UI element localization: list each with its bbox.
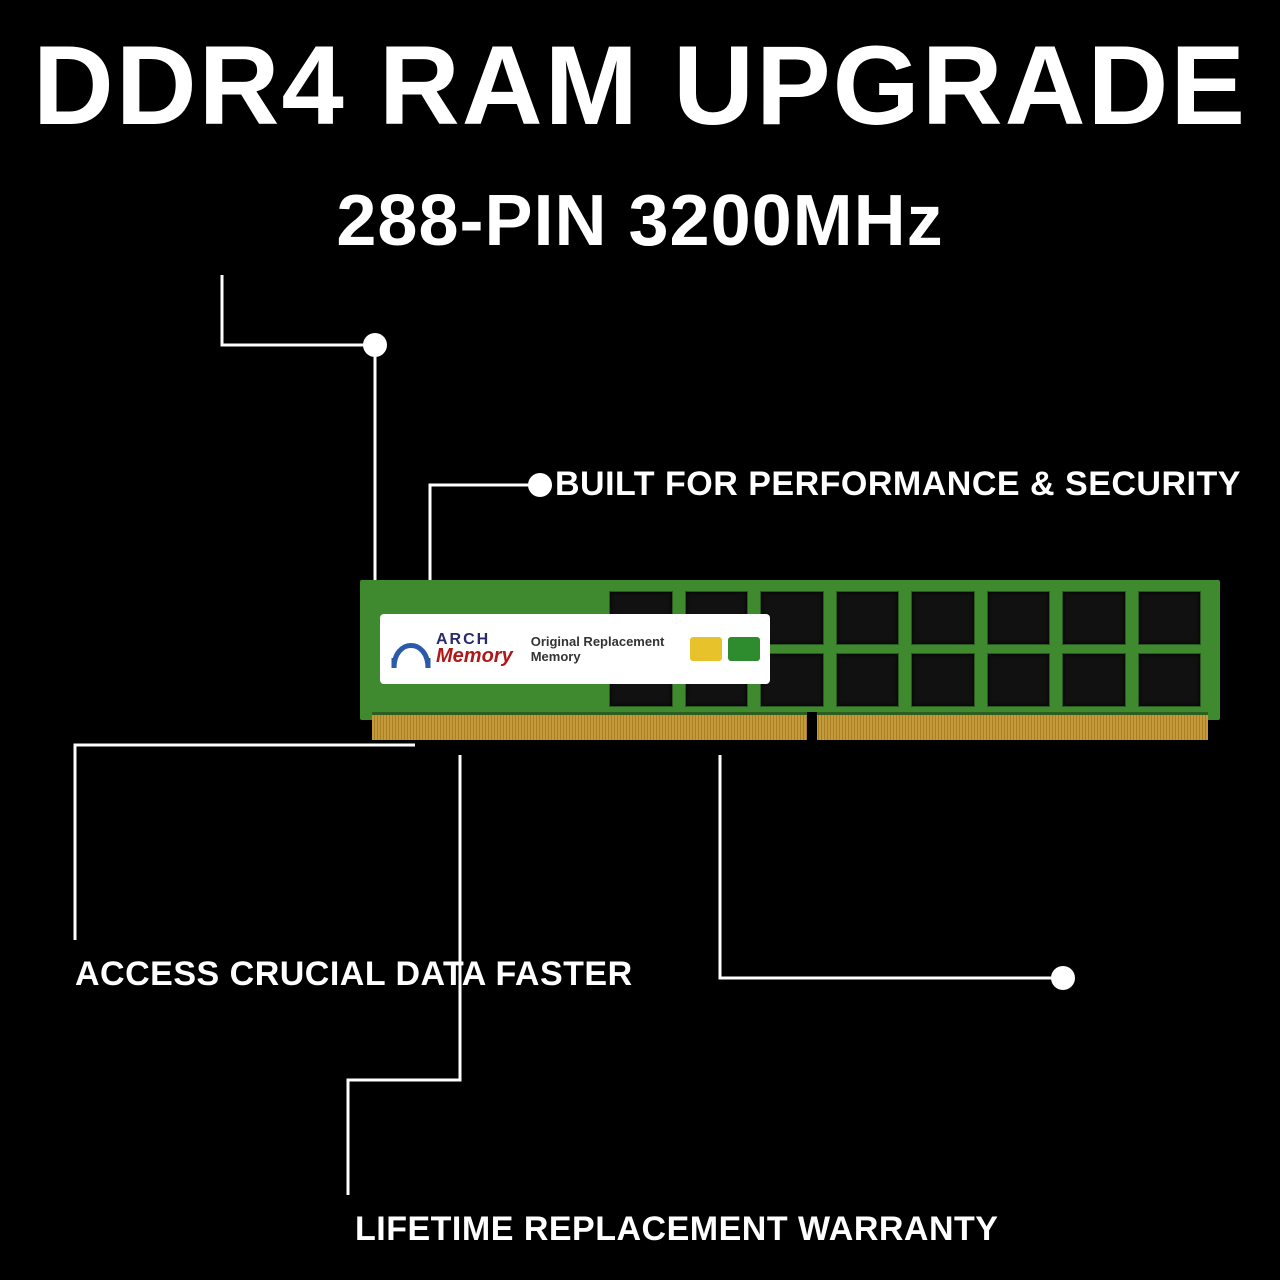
ram-chip — [761, 654, 823, 706]
brand-logo: ARCH Memory — [390, 628, 513, 670]
label-description: Original Replacement Memory — [531, 634, 680, 664]
subtitle: 288-PIN 3200MHz — [0, 180, 1280, 262]
certification-badges — [690, 637, 760, 661]
ram-chip — [837, 592, 899, 644]
ram-key-notch — [807, 712, 817, 740]
ram-chip — [1063, 654, 1125, 706]
main-title: DDR4 RAM UPGRADE — [0, 30, 1280, 142]
callout-performance: BUILT FOR PERFORMANCE & SECURITY — [555, 465, 1241, 504]
ram-chip — [912, 592, 974, 644]
ram-chip — [1139, 592, 1201, 644]
ram-chip — [912, 654, 974, 706]
ram-chip — [988, 592, 1050, 644]
ram-chip — [761, 592, 823, 644]
callout-access: ACCESS CRUCIAL DATA FASTER — [75, 955, 633, 994]
cert-badge-icon — [690, 637, 722, 661]
ram-chip — [1139, 654, 1201, 706]
rohs-badge-icon — [728, 637, 760, 661]
ram-chip — [837, 654, 899, 706]
arch-icon — [390, 628, 432, 670]
ram-pins — [372, 712, 1208, 740]
ram-label: ARCH Memory Original Replacement Memory — [380, 614, 770, 684]
ram-chip — [1063, 592, 1125, 644]
ram-module: ARCH Memory Original Replacement Memory — [360, 580, 1220, 750]
ram-chip — [988, 654, 1050, 706]
logo-memory-text: Memory — [436, 647, 513, 665]
callout-warranty: LIFETIME REPLACEMENT WARRANTY — [355, 1210, 998, 1249]
